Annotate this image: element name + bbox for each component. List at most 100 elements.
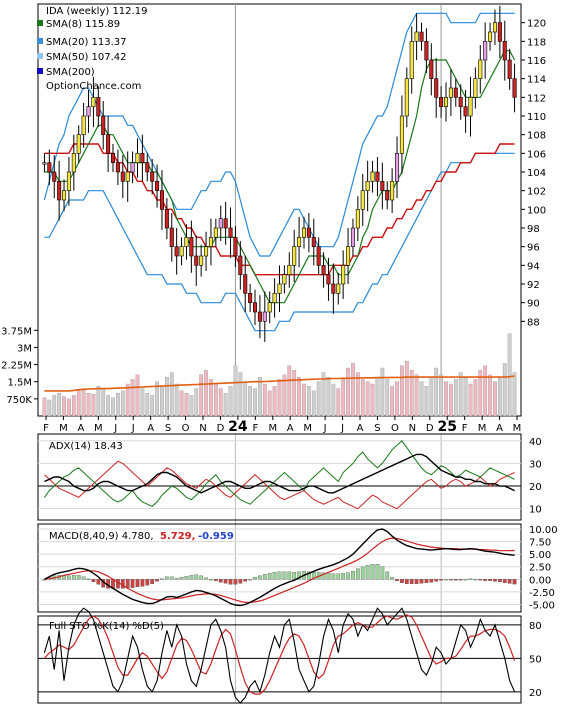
macd-histogram-bar [169,576,174,580]
macd-histogram-bar [483,579,488,581]
candle-body [483,41,488,61]
candle-body [106,134,111,154]
candle-body [458,97,463,107]
volume-bar [106,395,110,417]
volume-bar [395,381,399,417]
volume-bar [125,383,130,417]
volume-bar [512,372,517,417]
volume-bar [91,394,96,417]
candle-body [204,246,209,257]
candle-body [130,162,135,173]
volume-bar [449,383,453,417]
macd-histogram-bar [439,579,443,581]
volume-tick-label: 1.5M [7,378,32,389]
candle-body [169,227,174,247]
stochastic-k-line [43,607,516,704]
macd-label: MACD(8,40,9) 4.780, [49,531,154,542]
candle-body [218,218,223,229]
candle-body [81,115,86,135]
volume-bar [507,333,512,417]
volume-bar [478,370,483,417]
price-tick-label: 118 [527,37,546,48]
macd-panel: 10.00 7.505.00 2.500.00 -2.50-5.00 [37,523,558,613]
macd-histogram-bar [380,566,385,580]
volume-bar [351,363,355,417]
candle-body [326,274,331,285]
candle-body [120,171,125,182]
macd-histogram-bar [444,579,448,581]
volume-bar [189,395,194,417]
macd-histogram-bar [507,579,512,584]
x-tick-label: M [478,423,487,434]
volume-bar [444,381,448,417]
candle-body [434,78,439,98]
candle-body [262,311,267,322]
macd-histogram-bar [282,571,287,580]
candle-body [346,246,351,266]
x-tick-label: J [340,423,344,434]
x-tick-label: D [426,423,434,434]
indicator-tick-label: 7.50 [529,538,551,549]
candle-body [390,181,395,201]
x-tick-label: A [357,423,364,434]
macd-histogram-bar [125,579,130,589]
macd-histogram-bar [96,579,101,585]
macd-histogram-bar [375,564,380,580]
candle-body [468,97,473,117]
candle-body [248,293,253,303]
candle-body [213,227,218,238]
volume-bar [62,396,66,417]
price-tick-label: 116 [527,56,546,67]
volume-bar [493,381,497,417]
volume-bar [414,374,419,417]
candle-body [301,227,306,238]
candle-body [380,181,385,191]
macd-histogram-bar [243,579,248,582]
macd-frame [37,523,522,613]
candle-body [135,153,140,163]
candle-body [238,255,243,275]
volume-bar [199,374,204,417]
x-tick-label: J [131,423,135,434]
volume-bar [228,386,233,417]
macd-histogram-bar [497,579,502,582]
macd-histogram-bar [120,579,125,589]
x-tick-label: 25 [437,419,456,435]
candle-body [228,227,233,238]
candle-body [91,97,96,107]
volume-bar [307,386,311,417]
volume-bar [277,379,282,417]
macd-histogram-bar [218,579,223,583]
volume-bar [360,379,365,417]
macd-histogram-bar [365,565,370,580]
x-tick-label: 24 [228,419,248,435]
macd-histogram-bar [233,579,238,585]
macd-histogram-bar [400,579,404,583]
legend-label-sma50: SMA(50) 107.42 [46,52,127,63]
volume-bar [209,379,213,417]
legend-label-sma20: SMA(20) 113.37 [46,37,127,48]
macd-histogram-bar [478,579,483,581]
volume-bar [336,388,341,417]
volume-bar [140,388,145,417]
macd-histogram-bar [458,579,463,581]
candle-body [419,31,424,42]
volume-bar [272,386,277,417]
macd-histogram-bar [71,575,76,580]
macd-histogram-bar [488,579,492,581]
x-tick-label: J [323,423,327,434]
macd-histogram-bar [297,571,301,580]
candle-body [331,283,336,294]
legend-swatch-sma200 [37,68,43,74]
x-tick-label: M [303,423,312,434]
chart-title: IDA (weekly) 112.19 [46,6,147,17]
price-tick-label: 114 [527,75,546,86]
x-axis: F M A M J J A S O N D 24 F M A M J J A S O N D 25 F M A M [43,416,521,435]
candle-body [497,22,502,42]
candle-body [253,302,258,313]
macd-histogram-bar [81,576,86,580]
indicator-tick-label: -5.00 [529,600,555,611]
candle-body [336,283,341,294]
macd-histogram-bar [434,579,439,582]
volume-panel: 3.75M 3M 2.25M 1.5M 750K [1,326,517,417]
